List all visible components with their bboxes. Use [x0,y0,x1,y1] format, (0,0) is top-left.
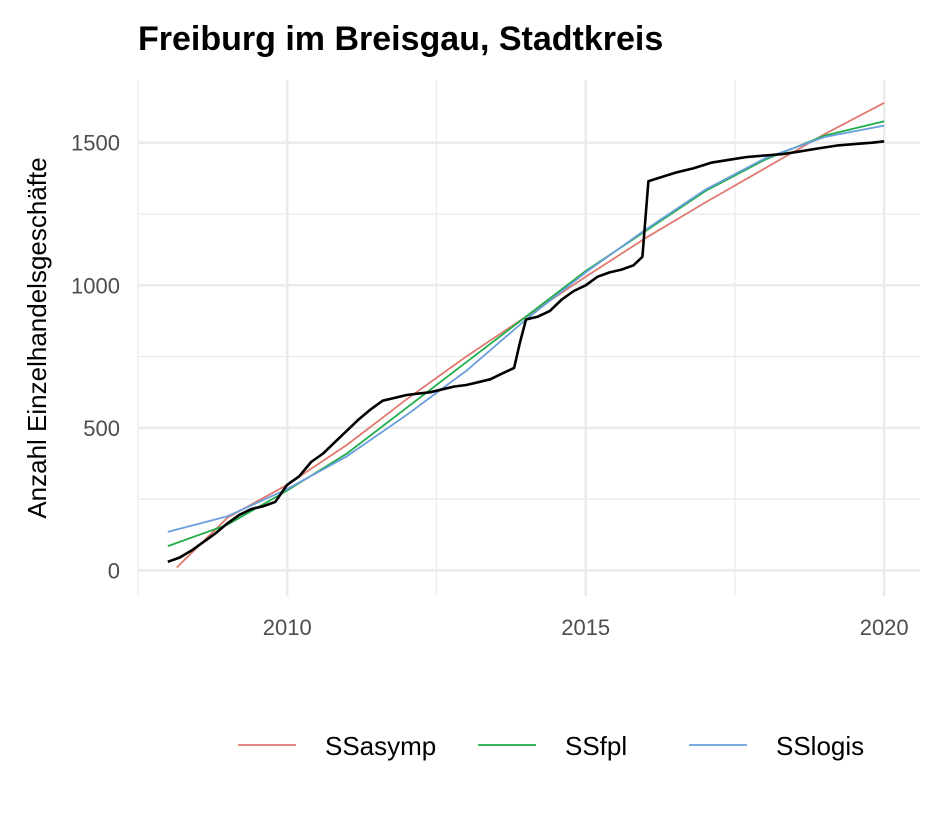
grid [137,80,920,596]
chart-title: Freiburg im Breisgau, Stadtkreis [138,20,663,58]
series-line-ssasymp [176,102,885,569]
x-tick-labels: 2010 2015 2020 [263,615,909,640]
legend-label-ssasymp: SSasymp [325,731,436,761]
series-line-sslogis [167,124,885,533]
plot-lines [167,102,885,569]
series-line-ssfpl [167,120,885,547]
y-tick-label: 1000 [71,273,120,298]
x-tick-label: 2010 [263,615,312,640]
y-tick-label: 500 [83,416,120,441]
x-tick-label: 2015 [561,615,610,640]
y-tick-labels: 0 500 1000 1500 [71,131,120,584]
legend-label-sslogis: SSlogis [776,731,864,761]
observed-line [167,140,885,564]
y-tick-label: 1500 [71,131,120,156]
y-tick-label: 0 [108,558,120,583]
legend: SSasymp SSfpl SSlogis [238,731,864,761]
y-axis-label: Anzahl Einzelhandelsgeschäfte [22,157,52,518]
legend-label-ssfpl: SSfpl [565,731,627,761]
x-tick-label: 2020 [860,615,909,640]
